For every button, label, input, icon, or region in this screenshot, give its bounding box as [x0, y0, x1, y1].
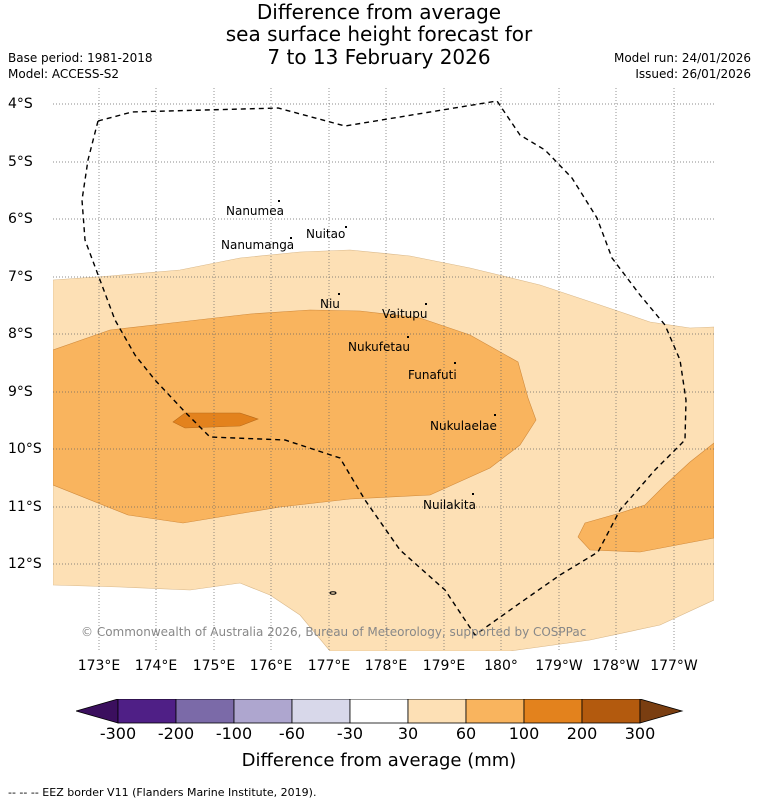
lon-label: 174°E — [134, 658, 178, 674]
colorbar-cell — [465, 699, 525, 724]
colorbar-tick: -30 — [336, 724, 364, 743]
island-label-nukufetau: Nukufetau — [348, 340, 411, 354]
lat-label: 8°S — [8, 326, 33, 342]
lon-label: 178°E — [364, 658, 408, 674]
colorbar-tick: -300 — [99, 724, 137, 743]
lon-label: 176°E — [249, 658, 293, 674]
lon-label: 180° — [484, 658, 518, 674]
lon-label: 175°E — [192, 658, 236, 674]
island-label-niu: Niu — [320, 297, 340, 311]
lat-label: 7°S — [8, 269, 33, 285]
colorbar-tick: 300 — [624, 724, 656, 743]
island-label-nuilakita: Nuilakita — [423, 498, 476, 512]
colorbar-cell — [175, 699, 235, 724]
island-label-nukulaelae: Nukulaelae — [430, 419, 497, 433]
island-marks — [278, 200, 496, 495]
colorbar-title: Difference from average (mm) — [241, 750, 517, 771]
sea-height-map — [53, 88, 714, 651]
lon-label: 178°W — [592, 658, 640, 674]
issued-date: Issued: 26/01/2026 — [635, 67, 751, 81]
eez-border — [81, 100, 687, 636]
band-100-200 — [172, 412, 259, 429]
colorbar-cell — [523, 699, 583, 724]
colorbar-tick: 30 — [397, 724, 419, 743]
colorbar-tick: -200 — [157, 724, 195, 743]
colorbar — [76, 699, 684, 724]
reef-mark — [329, 591, 337, 595]
lat-label: 9°S — [8, 384, 33, 400]
colorbar-cell — [117, 699, 177, 724]
colorbar-cell — [407, 699, 467, 724]
base-period: Base period: 1981-2018 — [8, 51, 153, 65]
colorbar-cell-under — [76, 699, 119, 724]
colorbar-cell — [291, 699, 351, 724]
band-60-100 — [53, 309, 537, 524]
colorbar-cell — [581, 699, 641, 724]
lat-label: 6°S — [8, 211, 33, 227]
lon-label: 177°E — [307, 658, 351, 674]
model-run: Model run: 24/01/2026 — [613, 51, 751, 65]
title-line-1: Difference from average — [256, 0, 502, 24]
title-line-3: 7 to 13 February 2026 — [267, 45, 491, 69]
colorbar-tick: 100 — [508, 724, 540, 743]
colorbar-cell — [233, 699, 293, 724]
colorbar-cell — [349, 699, 409, 724]
lat-label: 5°S — [8, 154, 33, 170]
lon-label: 179°E — [422, 658, 466, 674]
island-label-vaitupu: Vaitupu — [382, 307, 428, 321]
colorbar-tick: 200 — [566, 724, 598, 743]
model-name: Model: ACCESS-S2 — [8, 67, 120, 81]
colorbar-tick: 60 — [455, 724, 477, 743]
colorbar-tick: -100 — [215, 724, 253, 743]
lat-label: 4°S — [8, 96, 33, 112]
island-label-funafuti: Funafuti — [408, 368, 457, 382]
eez-legend: -- -- -- EEZ border V11 (Flanders Marine… — [8, 786, 317, 799]
island-label-nuitao: Nuitao — [306, 227, 346, 241]
lon-label: 173°E — [77, 658, 121, 674]
colorbar-tick: -60 — [278, 724, 306, 743]
colorbar-cell-over — [639, 699, 684, 724]
copyright-text: © Commonwealth of Australia 2026, Bureau… — [81, 625, 587, 639]
lat-label: 12°S — [8, 556, 42, 572]
lon-label: 179°W — [535, 658, 583, 674]
title-line-2: sea surface height forecast for — [225, 22, 533, 46]
island-label-nanumanga: Nanumanga — [221, 238, 295, 252]
island-label-nanumea: Nanumea — [226, 204, 284, 218]
lat-label: 10°S — [8, 441, 42, 457]
lat-label: 11°S — [8, 499, 42, 515]
grid-lines — [53, 88, 714, 651]
lon-label: 177°W — [650, 658, 698, 674]
